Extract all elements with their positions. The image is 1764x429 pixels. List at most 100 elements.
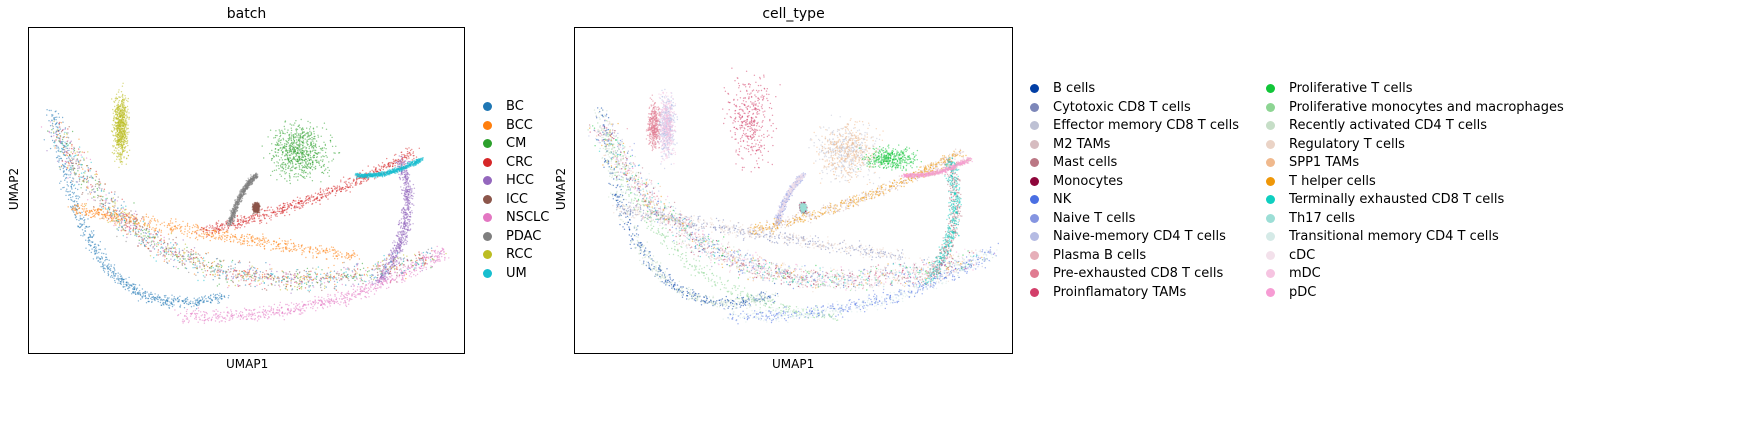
legend-label: Monocytes <box>1053 174 1123 189</box>
legend-marker <box>1266 232 1275 241</box>
legend-item: CRC <box>483 155 533 170</box>
series-points <box>597 135 998 323</box>
cell-type-x-axis-label: UMAP1 <box>772 357 814 371</box>
legend-marker <box>483 213 492 222</box>
legend-label: Effector memory CD8 T cells <box>1053 118 1239 133</box>
legend-label: Regulatory T cells <box>1289 137 1405 152</box>
batch-y-axis-label: UMAP2 <box>7 168 21 210</box>
cell-type-umap-plot <box>574 27 1013 354</box>
legend-item: M2 TAMs <box>1030 137 1110 152</box>
legend-item: mDC <box>1266 266 1321 281</box>
cell-type-legend: B cells Cytotoxic CD8 T cells Effector mem… <box>1030 81 1760 311</box>
legend-label: Proliferative T cells <box>1289 81 1412 96</box>
legend-marker <box>1030 250 1039 260</box>
legend-item: Plasma B cells <box>1030 248 1146 263</box>
legend-item: Recently activated CD4 T cells <box>1266 118 1487 133</box>
legend-marker <box>1266 139 1275 149</box>
legend-label: Recently activated CD4 T cells <box>1289 118 1487 133</box>
legend-label: Transitional memory CD4 T cells <box>1289 229 1499 244</box>
legend-marker <box>1030 269 1039 278</box>
legend-item: UM <box>483 266 527 281</box>
legend-label: Naive-memory CD4 T cells <box>1053 229 1226 244</box>
legend-item: Monocytes <box>1030 174 1123 189</box>
legend-label: ICC <box>506 192 528 207</box>
cell-type-scatter-svg <box>587 67 999 325</box>
legend-marker <box>483 157 492 167</box>
legend-marker <box>483 120 492 130</box>
legend-label: BC <box>506 99 524 114</box>
legend-item: Terminally exhausted CD8 T cells <box>1266 192 1504 207</box>
legend-item: BC <box>483 99 524 114</box>
legend-item: Proliferative T cells <box>1266 81 1412 96</box>
legend-label: Plasma B cells <box>1053 248 1146 263</box>
legend-item: NSCLC <box>483 210 549 225</box>
legend-marker <box>1030 195 1039 204</box>
legend-item: Transitional memory CD4 T cells <box>1266 229 1499 244</box>
series-points <box>596 130 972 289</box>
legend-marker <box>1030 232 1039 241</box>
legend-label: RCC <box>506 247 533 262</box>
legend-label: SPP1 TAMs <box>1289 155 1359 170</box>
batch-scatter-svg <box>40 82 450 324</box>
legend-marker <box>1266 176 1275 186</box>
legend-label: Proinflamatory TAMs <box>1053 285 1186 300</box>
legend-marker <box>1266 158 1275 167</box>
cell-type-y-axis-label: UMAP2 <box>554 168 568 210</box>
series-points <box>597 120 982 293</box>
legend-item: cDC <box>1266 248 1315 263</box>
batch-legend: BC BCC CM CRC HCC ICC NSCLC PDAC RCC UM <box>483 99 573 289</box>
legend-marker <box>483 250 492 259</box>
legend-label: cDC <box>1289 248 1315 263</box>
cell-type-plot-title: cell_type <box>574 6 1013 22</box>
legend-label: B cells <box>1053 81 1095 96</box>
legend-marker <box>1030 139 1039 149</box>
legend-item: Proinflamatory TAMs <box>1030 285 1186 300</box>
legend-marker <box>1266 213 1275 223</box>
legend-label: Naive T cells <box>1053 211 1135 226</box>
legend-label: mDC <box>1289 266 1321 281</box>
legend-item: T helper cells <box>1266 174 1376 189</box>
legend-item: Effector memory CD8 T cells <box>1030 118 1239 133</box>
legend-item: NK <box>1030 192 1071 207</box>
legend-marker <box>1030 121 1039 130</box>
series-points <box>598 134 978 288</box>
legend-label: M2 TAMs <box>1053 137 1110 152</box>
legend-label: CRC <box>506 155 533 170</box>
legend-item: Regulatory T cells <box>1266 137 1405 152</box>
series-points <box>595 115 972 287</box>
series-points <box>55 121 433 291</box>
legend-label: pDC <box>1289 285 1316 300</box>
legend-label: HCC <box>506 173 534 188</box>
series-points <box>589 67 975 288</box>
legend-label: T helper cells <box>1289 174 1376 189</box>
series-points <box>53 131 432 292</box>
legend-item: CM <box>483 136 526 151</box>
legend-item: PDAC <box>483 229 541 244</box>
legend-marker <box>483 194 492 204</box>
legend-marker <box>1030 287 1039 297</box>
series-points <box>46 128 437 294</box>
legend-item: Mast cells <box>1030 155 1117 170</box>
legend-item: Cytotoxic CD8 T cells <box>1030 100 1191 115</box>
legend-label: Terminally exhausted CD8 T cells <box>1289 192 1504 207</box>
legend-marker <box>1266 269 1275 278</box>
legend-label: Cytotoxic CD8 T cells <box>1053 100 1191 115</box>
series-points <box>594 94 955 290</box>
legend-item: BCC <box>483 118 533 133</box>
legend-item: pDC <box>1266 285 1316 300</box>
legend-marker <box>483 102 492 111</box>
legend-item: Naive T cells <box>1030 211 1135 226</box>
legend-label: Pre-exhausted CD8 T cells <box>1053 266 1223 281</box>
legend-label: CM <box>506 136 526 151</box>
series-points <box>588 88 979 287</box>
legend-label: NSCLC <box>506 210 549 225</box>
legend-marker <box>1266 195 1275 204</box>
legend-marker <box>1266 102 1275 112</box>
legend-item: SPP1 TAMs <box>1266 155 1359 170</box>
legend-marker <box>1266 250 1275 260</box>
legend-label: Th17 cells <box>1289 211 1355 226</box>
series-points <box>47 118 434 291</box>
legend-marker <box>483 268 492 278</box>
series-points <box>52 82 447 291</box>
legend-item: Naive-memory CD4 T cells <box>1030 229 1226 244</box>
